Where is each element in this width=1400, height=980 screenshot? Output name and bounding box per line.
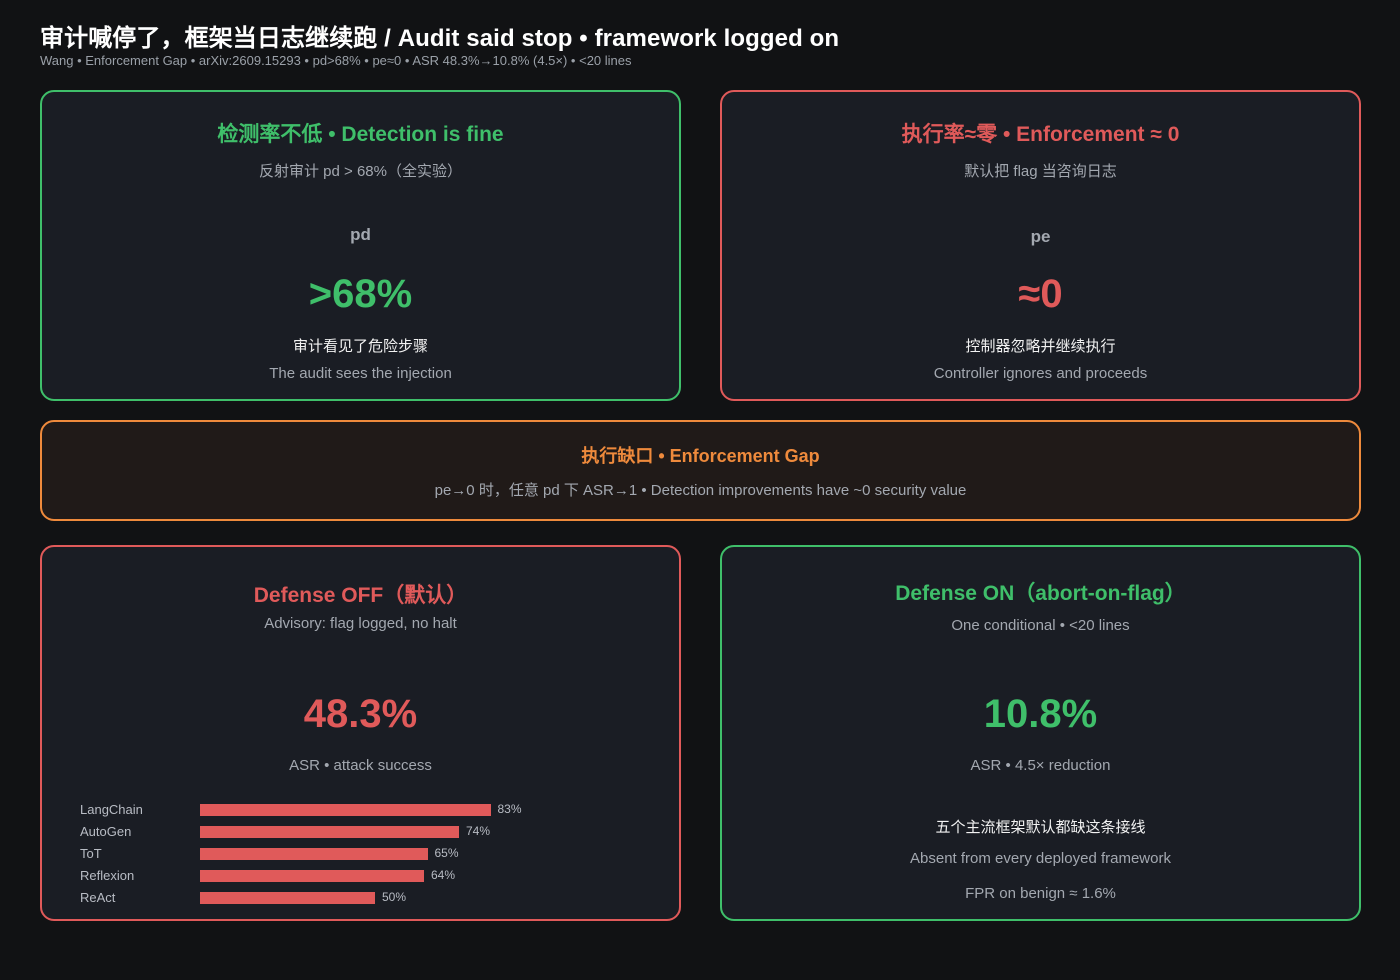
bar-category-label: ReAct: [80, 890, 116, 905]
defense-on-asr-caption: ASR • 4.5× reduction: [970, 757, 1111, 774]
page-subtitle: Wang • Enforcement Gap • arXiv:2609.1529…: [40, 53, 632, 68]
defense-off-asr-caption: ASR • attack success: [289, 757, 432, 774]
detection-card: 检测率不低 • Detection is fine 反射审计 pd > 68%（…: [40, 90, 681, 401]
detection-line-en: The audit sees the injection: [269, 365, 452, 382]
enforcement-gap-card: 执行缺口 • Enforcement Gap pe→0 时，任意 pd 下 AS…: [40, 420, 1361, 521]
enforcement-heading: 执行率≈零 • Enforcement ≈ 0: [901, 123, 1180, 146]
bar-value-label: 83%: [497, 802, 522, 816]
enforcement-metric-label: pe: [1030, 227, 1051, 246]
defense-on-card: Defense ON（abort-on-flag） One conditiona…: [720, 545, 1361, 921]
enforcement-metric-value: ≈0: [1018, 272, 1063, 316]
bar-row: ToT 65%: [80, 843, 640, 865]
defense-on-fpr: FPR on benign ≈ 1.6%: [965, 885, 1116, 902]
bar-row: AutoGen 74%: [80, 821, 640, 843]
enforcement-line-en: Controller ignores and proceeds: [933, 365, 1148, 382]
bar-row: ReAct 50%: [80, 887, 640, 909]
bar-value-label: 65%: [434, 846, 459, 860]
defense-on-asr-value: 10.8%: [983, 692, 1098, 736]
bar-row: Reflexion 64%: [80, 865, 640, 887]
defense-off-caption: Advisory: flag logged, no halt: [264, 615, 457, 632]
bar-value-label: 74%: [466, 824, 491, 838]
bar-category-label: LangChain: [80, 802, 143, 817]
bar: [200, 870, 424, 882]
bar-category-label: ToT: [80, 846, 102, 861]
bar: [200, 848, 428, 860]
page-title: 审计喊停了，框架当日志继续跑 / Audit said stop • frame…: [40, 25, 840, 52]
enforcement-line-cn: 控制器忽略并继续执行: [965, 338, 1116, 355]
detection-caption: 反射审计 pd > 68%（全实验）: [259, 163, 462, 180]
defense-on-heading: Defense ON（abort-on-flag）: [895, 582, 1186, 605]
bar-value-label: 50%: [382, 890, 407, 904]
bar-category-label: AutoGen: [80, 824, 132, 839]
bar-category-label: Reflexion: [80, 868, 135, 883]
gap-caption: pe→0 时，任意 pd 下 ASR→1 • Detection improve…: [434, 482, 967, 499]
enforcement-card: 执行率≈零 • Enforcement ≈ 0 默认把 flag 当咨询日志 p…: [720, 90, 1361, 401]
defense-on-line-en: Absent from every deployed framework: [910, 850, 1171, 867]
bar: [200, 892, 375, 904]
bar: [200, 826, 459, 838]
detection-heading: 检测率不低 • Detection is fine: [217, 123, 504, 146]
defense-on-line-cn: 五个主流框架默认都缺这条接线: [935, 819, 1146, 836]
enforcement-caption: 默认把 flag 当咨询日志: [964, 163, 1117, 180]
bar-value-label: 64%: [431, 868, 456, 882]
detection-metric-label: pd: [350, 225, 371, 244]
defense-off-card: Defense OFF（默认） Advisory: flag logged, n…: [40, 545, 681, 921]
defense-off-asr-value: 48.3%: [303, 692, 418, 736]
bar-row: LangChain 83%: [80, 799, 640, 821]
gap-heading: 执行缺口 • Enforcement Gap: [581, 446, 820, 466]
defense-on-caption: One conditional • <20 lines: [951, 617, 1130, 634]
detection-metric-value: >68%: [308, 272, 413, 316]
defense-off-heading: Defense OFF（默认）: [253, 584, 468, 607]
detection-line-cn: 审计看见了危险步骤: [292, 338, 428, 355]
bar: [200, 804, 491, 816]
